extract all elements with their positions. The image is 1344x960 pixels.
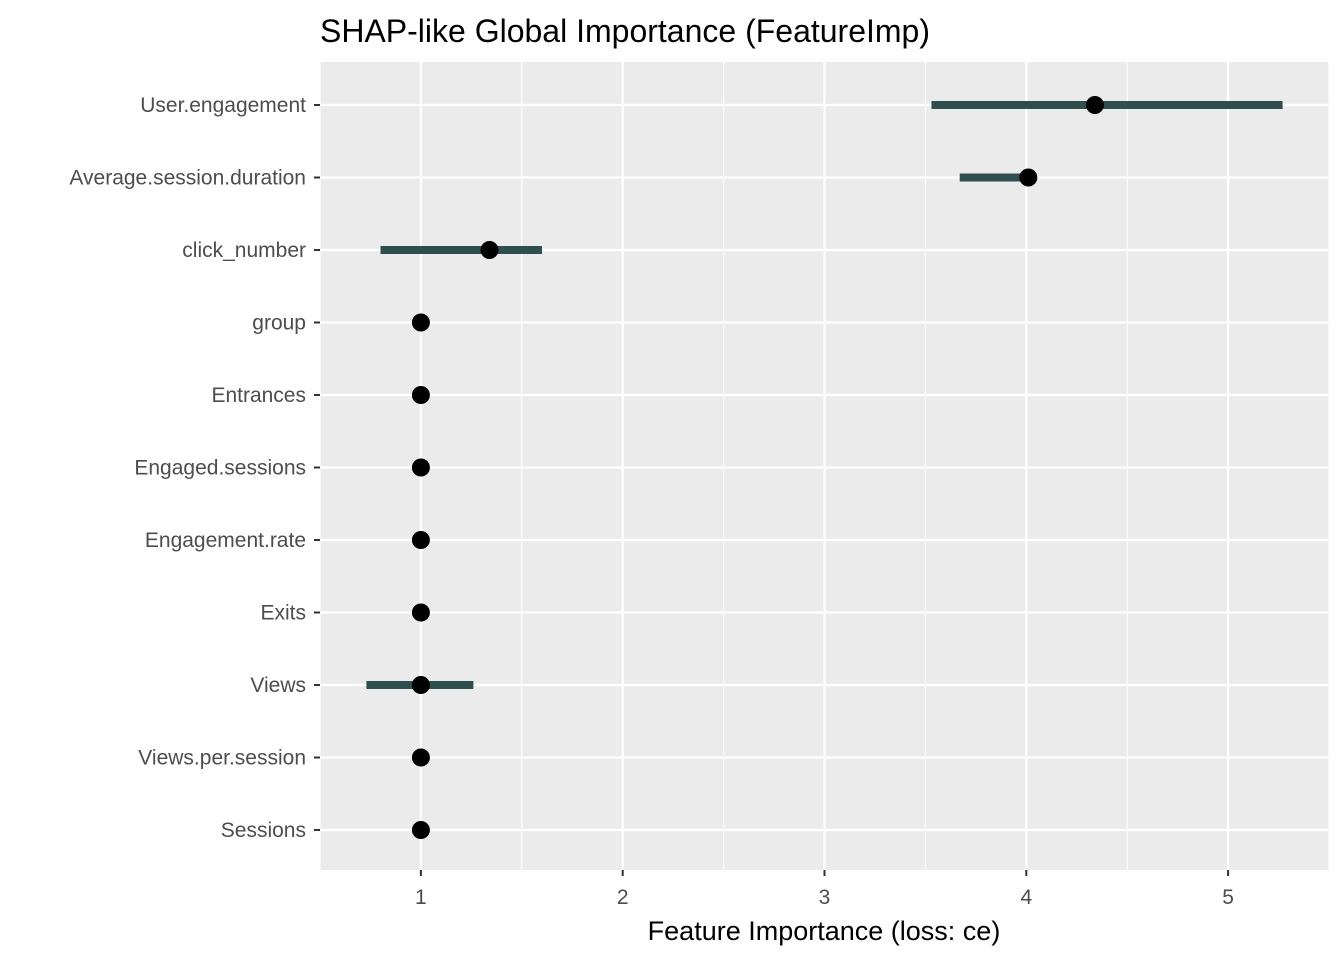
y-axis: User.engagement Average.session.duration c… [69,94,320,842]
y-tick-label: Views [250,674,306,697]
chart-title: SHAP-like Global Importance (FeatureImp) [320,13,930,49]
x-tick-label: 1 [415,886,427,909]
y-tick-label: group [252,312,306,335]
point-entrances [411,386,430,404]
point-exits [411,603,430,622]
y-tick-label: Engaged.sessions [134,457,306,480]
x-axis: 1 2 3 4 5 [415,870,1234,909]
y-tick-label: Sessions [221,819,306,842]
x-tick-label: 2 [617,886,629,909]
point-user-engagement [1085,96,1104,114]
point-click-number [480,241,499,259]
point-engaged-sessions [411,458,430,477]
grid-lines [319,62,1330,870]
y-tick-label: Average.session.duration [69,167,306,190]
point-views-per-session [411,748,430,767]
x-tick-label: 3 [819,886,831,909]
point-views [411,676,430,694]
y-tick-label: User.engagement [140,94,306,117]
point-engagement-rate [411,531,430,549]
y-tick-label: Views.per.session [138,747,306,770]
point-average-session-duration [1019,168,1038,187]
x-tick-label: 5 [1222,886,1234,909]
y-tick-label: Engagement.rate [145,529,306,552]
x-tick-label: 4 [1020,886,1032,909]
importance-points [411,96,1104,839]
y-tick-label: click_number [182,239,306,262]
y-tick-label: Entrances [211,384,306,407]
point-sessions [411,821,430,839]
y-tick-label: Exits [260,602,306,625]
x-axis-label: Feature Importance (loss: ce) [648,916,1001,946]
point-group [411,313,430,332]
